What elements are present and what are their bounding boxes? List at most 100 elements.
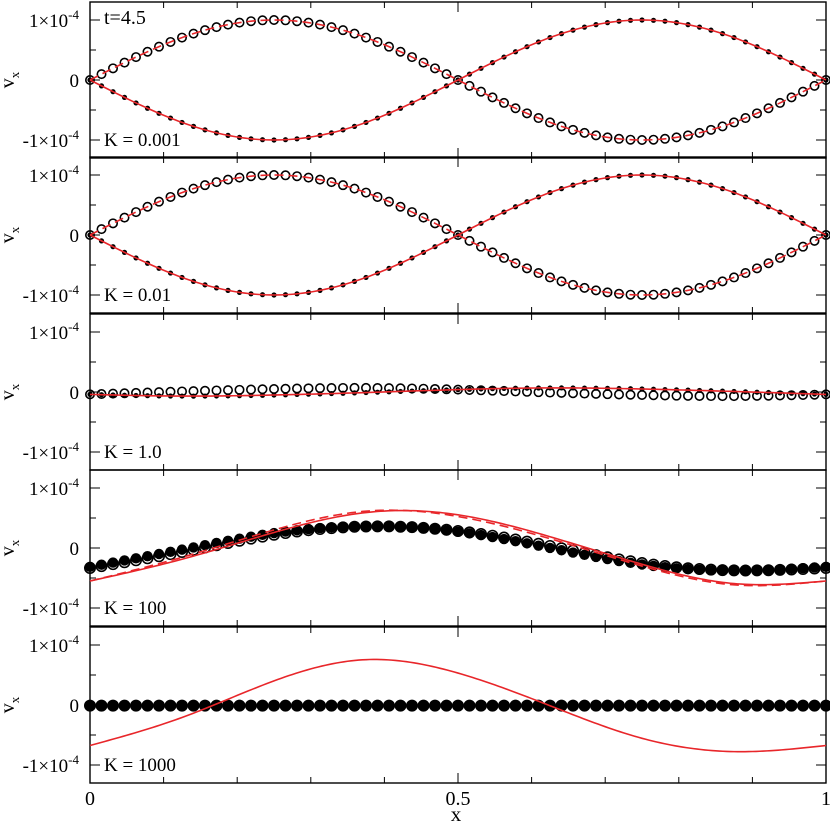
- open-circle-point: [452, 230, 463, 241]
- open-circle-point: [406, 52, 417, 63]
- open-circle-point: [750, 699, 763, 712]
- open-circle-point: [705, 124, 716, 135]
- open-circle-point: [498, 97, 509, 108]
- open-circle-point: [119, 57, 130, 68]
- filled-dot-point: [671, 700, 682, 711]
- filled-dot-point: [337, 521, 349, 532]
- open-circle-point: [337, 25, 348, 36]
- filled-dot-point: [84, 700, 96, 711]
- open-circle-point: [303, 383, 314, 394]
- open-circle-point: [177, 32, 188, 43]
- open-circle-point: [751, 108, 762, 119]
- open-circle-point: [164, 699, 177, 712]
- y-tick-label: -1×10-4: [23, 752, 80, 777]
- filled-dot-point: [602, 700, 613, 711]
- filled-dot-point: [303, 700, 314, 711]
- open-circle-point: [372, 36, 383, 47]
- open-circle-point: [797, 241, 808, 252]
- open-circle-point: [165, 191, 176, 202]
- open-circle-point: [705, 279, 716, 290]
- open-circle-point: [119, 212, 130, 223]
- filled-dot-point: [820, 700, 830, 711]
- red-series-line: [89, 387, 827, 397]
- open-circle-point: [567, 279, 578, 290]
- filled-dot-point: [245, 700, 257, 711]
- open-circle-point: [405, 699, 418, 712]
- time-label: t=4.5: [104, 7, 146, 29]
- filled-dot-point: [544, 542, 556, 554]
- y-tick-label: 0: [70, 71, 80, 92]
- x-tick-label: 1: [821, 788, 830, 810]
- filled-dot-point: [142, 550, 153, 562]
- open-circle-point: [268, 383, 279, 394]
- open-circle-point: [176, 699, 189, 712]
- open-circle-point: [394, 699, 407, 712]
- open-circle-point: [441, 69, 452, 80]
- filled-dot-point: [441, 700, 452, 711]
- k-label: K = 1.0: [104, 442, 162, 463]
- filled-dot-point: [84, 561, 96, 572]
- open-circle-point: [579, 127, 590, 138]
- open-circle-point: [463, 699, 476, 712]
- open-circle-point: [154, 196, 165, 207]
- open-circle-point: [464, 235, 475, 246]
- filled-dot-point: [429, 524, 441, 535]
- filled-dot-point: [694, 700, 705, 711]
- open-circle-point: [429, 218, 440, 229]
- filled-dot-point: [728, 565, 740, 576]
- filled-dot-point: [372, 700, 383, 711]
- panel-5: 1×10-4 0 -1×10-4 vx K = 1000: [0, 626, 830, 784]
- filled-dot-point: [636, 700, 648, 711]
- open-circle-point: [279, 699, 292, 712]
- open-circle-point: [200, 25, 211, 36]
- filled-dot-point: [418, 523, 429, 534]
- open-circle-point: [187, 699, 200, 712]
- open-circle-point: [704, 699, 717, 712]
- open-circle-point: [475, 241, 486, 252]
- open-circle-point: [290, 699, 303, 712]
- open-circle-point: [613, 389, 624, 400]
- open-circle-point: [314, 383, 325, 394]
- filled-dot-point: [682, 700, 694, 711]
- filled-dot-point: [349, 700, 360, 711]
- y-tick-label: 0: [70, 383, 80, 404]
- open-circle-point: [314, 19, 325, 30]
- y-axis-label: vx: [0, 383, 22, 400]
- open-circle-point: [486, 699, 499, 712]
- panel-4: 1×10-4 0 -1×10-4 vx K = 100: [0, 469, 830, 627]
- open-circle-point: [821, 75, 830, 85]
- filled-dot-point: [590, 700, 602, 711]
- filled-dot-point: [475, 700, 487, 711]
- panel-2: 1×10-4 0 -1×10-4 vx K = 0.01: [0, 156, 830, 314]
- red-dashed-series-line: [89, 509, 827, 587]
- filled-dot-point: [705, 565, 717, 576]
- filled-dot-point: [740, 565, 751, 576]
- y-tick-label: 1×10-4: [29, 632, 80, 657]
- filled-dot-point: [314, 700, 326, 711]
- open-circle-point: [245, 699, 258, 712]
- filled-dot-point: [130, 700, 142, 711]
- open-circle-point: [567, 124, 578, 135]
- open-circle-point: [796, 699, 809, 712]
- x-tick-label: 0: [85, 788, 95, 810]
- filled-dot-point: [291, 700, 303, 711]
- filled-dot-point: [498, 700, 510, 711]
- filled-dot-point: [130, 553, 142, 564]
- filled-dot-point: [498, 533, 510, 545]
- open-circle-point: [510, 103, 521, 114]
- y-tick-label: 1×10-4: [29, 475, 80, 500]
- filled-dot-point: [107, 700, 119, 711]
- open-circle-point: [118, 699, 131, 712]
- open-circle-point: [142, 201, 153, 212]
- filled-dot-point: [153, 700, 165, 711]
- open-circle-point: [85, 230, 96, 241]
- k-label: K = 1000: [104, 755, 176, 776]
- red-dashed-series-line: [89, 174, 827, 296]
- open-circle-point: [199, 699, 212, 712]
- open-circle-point: [556, 276, 567, 287]
- y-tick-label: 1×10-4: [29, 319, 80, 344]
- open-circle-point: [520, 699, 533, 712]
- open-circle-point: [682, 285, 693, 296]
- open-circle-point: [544, 117, 555, 128]
- open-circle-point: [681, 699, 694, 712]
